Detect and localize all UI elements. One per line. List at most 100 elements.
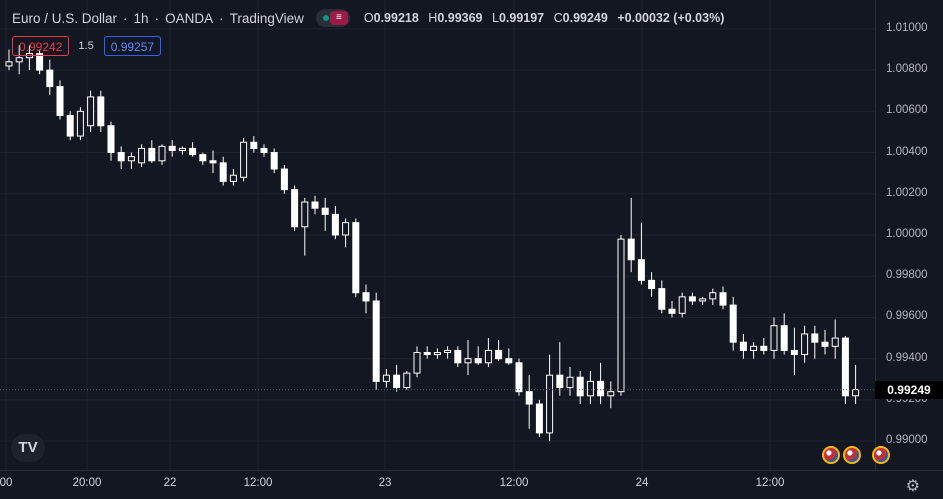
candle-body: [209, 160, 217, 164]
candle-body: [648, 279, 656, 290]
candle-body: [403, 372, 411, 389]
price-tick-label: 0.99800: [886, 269, 928, 282]
time-tick-label: 12:00: [499, 477, 529, 489]
candle-body: [413, 352, 421, 374]
candle-body: [5, 61, 13, 67]
candle-body: [372, 300, 380, 382]
gear-icon[interactable]: ⚙: [905, 478, 920, 495]
price-scale[interactable]: 1.01000 1.00800 1.00600 1.00400 1.00200 1.000…: [875, 0, 943, 470]
candle-body: [117, 152, 125, 162]
candle-body: [566, 376, 574, 389]
candle-body: [301, 201, 309, 228]
candle-body: [556, 374, 564, 389]
candle-body: [535, 403, 543, 434]
candle-body: [546, 374, 554, 434]
sell-button[interactable]: 0.99242: [12, 36, 70, 56]
candle-body: [66, 114, 74, 137]
candle-body: [780, 325, 788, 351]
candle-body: [668, 308, 676, 314]
price-tick-label: 1.00400: [886, 145, 928, 158]
candle-body: [127, 156, 135, 162]
candle-body: [178, 147, 186, 151]
candle-body: [321, 207, 329, 215]
candle-body: [240, 141, 248, 178]
candle-body: [658, 288, 666, 310]
candle-body: [168, 145, 176, 151]
flag-icon[interactable]: [822, 446, 840, 464]
tradingview-logo[interactable]: TV: [11, 434, 45, 462]
candle-body: [790, 349, 798, 356]
interval-label[interactable]: 1h: [133, 10, 149, 26]
economic-events: [822, 446, 893, 464]
time-tick-label: 23: [378, 477, 392, 489]
candle-body: [280, 168, 288, 191]
price-tick-label: 0.99400: [886, 351, 928, 364]
flag-icon[interactable]: [872, 446, 890, 464]
candle-body: [607, 391, 615, 397]
candle-body: [484, 349, 492, 364]
candle-body: [189, 147, 197, 156]
candle-body: [515, 362, 523, 393]
price-tick-label: 1.01000: [886, 21, 928, 34]
price-tick-label: 1.00000: [886, 228, 928, 240]
candle-body: [760, 345, 768, 351]
chart-header: Euro / U.S. Dollar · 1h · OANDA · Tradin…: [12, 9, 724, 27]
candle-body: [637, 259, 645, 281]
time-tick-label: 12:00: [755, 477, 785, 489]
candle-body: [852, 389, 860, 397]
price-tick-label: 0.99000: [886, 434, 928, 447]
change-value: +0.00032 (+0.03%): [617, 11, 725, 25]
time-tick-label: 22: [163, 477, 177, 489]
flag-icon[interactable]: [843, 446, 861, 464]
candle-body: [97, 96, 105, 127]
candle-body: [46, 69, 54, 88]
candle-body: [444, 349, 452, 354]
source-label: TradingView: [229, 10, 304, 26]
candle-body: [393, 374, 401, 389]
candle-body: [719, 292, 727, 306]
symbol-title[interactable]: Euro / U.S. Dollar: [12, 10, 118, 26]
time-tick-label: 20:00: [72, 477, 102, 489]
equals-icon: ≡: [329, 11, 348, 25]
candle-body: [464, 358, 472, 364]
candle-body: [729, 304, 737, 343]
candle-body: [423, 352, 431, 356]
buy-button[interactable]: 0.99257: [103, 36, 162, 56]
candle-body: [260, 147, 268, 154]
candle-body: [617, 238, 625, 393]
candle-body: [36, 53, 44, 71]
spread-label: 1.5: [78, 40, 94, 52]
candle-body: [678, 296, 686, 314]
ohlc-values: O0.99218 H0.99369 L0.99197 C0.99249 +0.0…: [363, 11, 725, 25]
candle-body: [495, 349, 503, 360]
candle-body: [229, 174, 237, 182]
time-scale[interactable]: ⚙ 00 20:00 22 12:00 23 12:00 24 12:00: [0, 470, 943, 499]
candle-body: [586, 380, 594, 397]
candle-body: [158, 145, 166, 162]
candle-body: [841, 337, 849, 397]
candle-body: [199, 154, 207, 162]
candle-body: [382, 374, 390, 382]
candle-body: [811, 333, 819, 343]
candle-body: [331, 213, 339, 236]
price-chart[interactable]: [0, 0, 875, 470]
candle-body: [688, 296, 696, 302]
candle-body: [576, 376, 584, 397]
market-status-toggle[interactable]: ≡: [315, 9, 350, 27]
candle-body: [138, 147, 146, 164]
separator: ·: [123, 10, 128, 26]
separator: ·: [219, 10, 224, 26]
candle-body: [342, 222, 350, 236]
candle-body: [56, 86, 64, 116]
candle-body: [699, 298, 707, 302]
candle-body: [15, 57, 23, 63]
candle-body: [250, 141, 258, 149]
candle-body: [311, 201, 319, 209]
time-tick-label: 00: [0, 477, 13, 489]
candle-body: [770, 325, 778, 351]
candle-body: [821, 341, 829, 347]
candle-body: [87, 96, 95, 127]
time-tick-label: 12:00: [243, 477, 273, 489]
candle-body: [76, 110, 84, 137]
candle-body: [433, 352, 441, 356]
